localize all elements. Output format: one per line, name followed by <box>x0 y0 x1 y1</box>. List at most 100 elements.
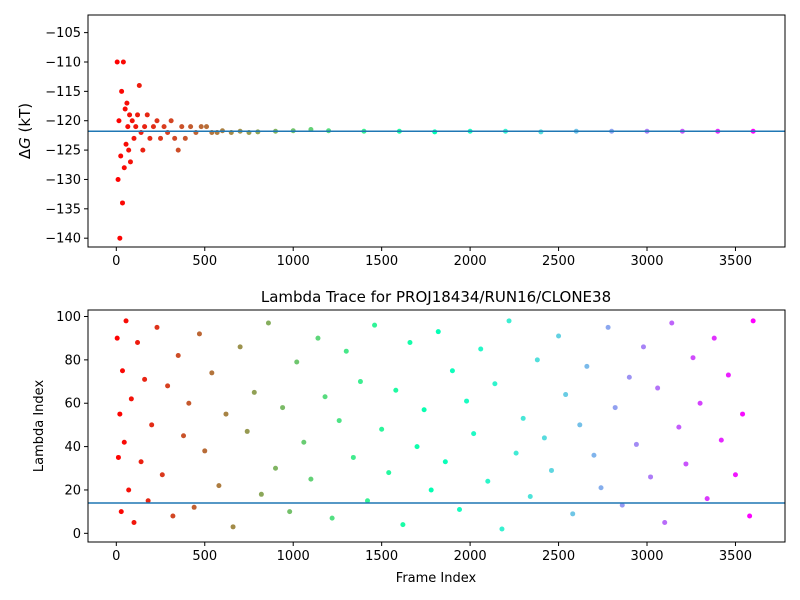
lambda-data-point <box>142 376 148 382</box>
lambda-data-point <box>117 411 123 417</box>
lambda-data-point <box>605 324 611 330</box>
dg-data-point <box>120 59 126 65</box>
lambda-axes-frame <box>87 309 786 543</box>
lambda-data-point <box>159 472 165 478</box>
dg-data-point <box>116 118 122 124</box>
dg-y-tick-label: −120 <box>45 114 81 129</box>
dg-data-point <box>118 153 124 159</box>
lambda-data-point <box>471 431 477 437</box>
lambda-y-tick-label: 20 <box>64 483 81 498</box>
lambda-y-tick-label: 40 <box>64 440 81 455</box>
lambda-data-point <box>322 394 328 400</box>
dg-y-tick-label: −115 <box>45 85 81 100</box>
dg-data-point <box>124 100 130 106</box>
dg-axes-frame <box>87 14 786 248</box>
dg-data-point <box>182 135 188 141</box>
lambda-data-point <box>138 459 144 465</box>
lambda-data-point <box>640 344 646 350</box>
lambda-data-point <box>216 483 222 489</box>
lambda-data-point <box>725 372 731 378</box>
dg-x-tick-label: 1000 <box>277 254 310 269</box>
dg-data-point <box>127 112 133 118</box>
dg-x-tick-label: 1500 <box>365 254 398 269</box>
lambda-data-point <box>655 385 661 391</box>
lambda-data-point <box>750 318 756 324</box>
lambda-data-point <box>485 478 491 484</box>
lambda-data-point <box>251 389 257 395</box>
lambda-x-tick-label: 2000 <box>454 549 487 564</box>
lambda-data-point <box>196 331 202 337</box>
lambda-data-point <box>170 513 176 519</box>
lambda-data-point <box>541 435 547 441</box>
lambda-data-point <box>145 498 151 504</box>
lambda-data-point <box>711 335 717 341</box>
dg-data-point <box>179 124 185 130</box>
lambda-data-point <box>563 392 569 398</box>
dg-data-point <box>172 135 178 141</box>
dg-data-point <box>135 112 141 118</box>
lambda-data-point <box>350 454 356 460</box>
dg-x-tick-label: 3500 <box>719 254 752 269</box>
dg-x-tick-label: 3000 <box>630 254 663 269</box>
lambda-data-point <box>449 368 455 374</box>
dg-y-axis-label: ΔG (kT) <box>16 103 34 159</box>
lambda-data-point <box>556 333 562 339</box>
lambda-y-tick-label: 100 <box>56 310 81 325</box>
lambda-data-point <box>202 448 208 454</box>
lambda-y-ticks: 0 20 40 60 80 100 <box>56 310 88 542</box>
dg-data-point <box>150 124 156 130</box>
dg-y-tick-label: −125 <box>45 144 81 159</box>
lambda-data-point <box>114 335 120 341</box>
dg-data-point <box>175 147 181 153</box>
dg-data-point <box>127 159 133 165</box>
dg-y-tick-label: −135 <box>45 202 81 217</box>
dg-x-ticks: 0 500 1000 1500 2000 2500 3000 3500 <box>112 247 752 269</box>
lambda-data-point <box>280 405 286 411</box>
dg-data-point <box>140 147 146 153</box>
lambda-data-point <box>329 515 335 521</box>
dg-panel: 0 500 1000 1500 2000 2500 3000 3500 −140 −135 −13… <box>16 14 786 269</box>
lambda-data-point <box>191 504 197 510</box>
lambda-data-point <box>747 513 753 519</box>
lambda-data-point <box>478 346 484 352</box>
lambda-x-ticks: 0 500 1000 1500 2000 2500 3000 3500 <box>112 542 752 564</box>
lambda-data-point <box>181 433 187 439</box>
lambda-data-point <box>365 498 371 504</box>
lambda-data-point <box>520 415 526 421</box>
lambda-data-point <box>690 355 696 361</box>
lambda-data-point <box>570 511 576 517</box>
lambda-data-point <box>732 472 738 478</box>
lambda-data-point <box>704 496 710 502</box>
lambda-chart-title: Lambda Trace for PROJ18434/RUN16/CLONE38 <box>261 288 611 306</box>
dg-data-point <box>168 118 174 124</box>
lambda-data-point <box>379 426 385 432</box>
dg-x-tick-label: 500 <box>192 254 217 269</box>
lambda-y-tick-label: 80 <box>64 353 81 368</box>
lambda-y-tick-label: 0 <box>73 527 81 542</box>
lambda-data-point <box>506 318 512 324</box>
dg-data-point <box>158 135 164 141</box>
lambda-data-point <box>591 452 597 458</box>
lambda-data-point <box>121 439 127 445</box>
dg-data-point <box>115 176 121 182</box>
dg-y-tick-label: −130 <box>45 173 81 188</box>
lambda-data-point <box>456 506 462 512</box>
lambda-data-point <box>548 467 554 473</box>
dg-data-point <box>147 135 153 141</box>
lambda-data-point <box>308 476 314 482</box>
lambda-data-point <box>372 322 378 328</box>
lambda-x-tick-label: 3500 <box>719 549 752 564</box>
lambda-x-axis-label: Frame Index <box>396 571 477 586</box>
lambda-x-tick-label: 2500 <box>542 549 575 564</box>
lambda-data-point <box>315 335 321 341</box>
lambda-data-point <box>414 444 420 450</box>
lambda-data-point <box>683 461 689 467</box>
lambda-data-point <box>294 359 300 365</box>
lambda-data-point <box>492 381 498 387</box>
lambda-data-point <box>421 407 427 413</box>
dg-data-point <box>131 135 137 141</box>
lambda-data-point <box>697 400 703 406</box>
lambda-data-point <box>442 459 448 465</box>
lambda-data-point <box>669 320 675 326</box>
